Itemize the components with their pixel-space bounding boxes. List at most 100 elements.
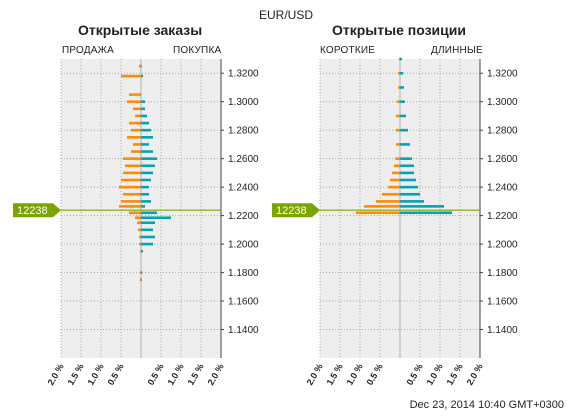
- positions-bar-left: [398, 57, 400, 61]
- orders-y-tick-label: 1.3000: [228, 97, 259, 108]
- orders-x-tick-label: 1.5 %: [186, 362, 206, 387]
- positions-y-tick-label: 1.1400: [487, 325, 518, 336]
- orders-bar-left: [127, 136, 141, 139]
- orders-bar-left: [135, 114, 141, 118]
- positions-bar-right: [400, 157, 412, 160]
- orders-y-tick-label: 1.2800: [228, 126, 259, 137]
- orders-y-tick-label: 1.1400: [228, 325, 259, 336]
- positions-long-label: ДЛИННЫЕ: [431, 45, 483, 56]
- positions-y-tick-label: 1.2800: [487, 126, 518, 137]
- positions-bar-right: [400, 171, 414, 175]
- positions-y-tick-label: 1.2000: [487, 240, 518, 251]
- orders-bar-right: [141, 107, 145, 111]
- orders-bar-right: [141, 74, 143, 78]
- orders-panel-title: Открытые заказы: [78, 22, 203, 38]
- orders-bar-left: [129, 121, 141, 125]
- positions-bar-left: [392, 171, 400, 175]
- orders-bar-left: [140, 249, 141, 253]
- orders-bar-left: [123, 171, 141, 175]
- orders-bar-right: [141, 271, 143, 274]
- orders-current-price-marker: [13, 203, 61, 218]
- positions-bar-right: [400, 185, 418, 189]
- positions-bar-left: [390, 178, 400, 182]
- orders-buy-label: ПОКУПКА: [173, 45, 222, 56]
- orders-bar-left: [133, 143, 141, 146]
- orders-bar-right: [141, 192, 149, 196]
- positions-x-tick-label: 1.0 %: [425, 362, 445, 387]
- orders-y-tick-label: 1.1600: [228, 297, 259, 308]
- timestamp: Dec 23, 2014 10:40 GMT+0300: [409, 399, 564, 411]
- orders-bar-left: [127, 100, 141, 104]
- orders-bar-right: [141, 100, 145, 104]
- positions-short-label: КОРОТКИЕ: [320, 45, 376, 56]
- orders-bar-right: [141, 164, 155, 168]
- positions-y-tick-label: 1.2200: [487, 211, 518, 222]
- positions-x-tick-label: 1.0 %: [345, 362, 365, 387]
- positions-y-tick-label: 1.1800: [487, 268, 518, 279]
- positions-bar-left: [376, 200, 400, 203]
- orders-bar-left: [139, 64, 141, 68]
- positions-bar-right: [400, 192, 420, 196]
- orders-x-tick-label: 1.5 %: [66, 362, 86, 387]
- orders-bar-left: [140, 271, 141, 274]
- orders-bar-left: [135, 216, 141, 220]
- orders-bar-left: [137, 228, 141, 232]
- positions-bar-left: [396, 128, 400, 132]
- orders-x-tick-label: 0.5 %: [106, 362, 126, 387]
- orders-y-tick-label: 1.2000: [228, 240, 259, 251]
- positions-bar-right: [400, 178, 416, 182]
- positions-bar-right: [400, 211, 452, 215]
- orders-bar-right: [141, 157, 157, 160]
- orders-bar-left: [139, 278, 141, 281]
- orders-bar-right: [141, 249, 143, 253]
- orders-bar-right: [141, 143, 149, 146]
- orders-bar-right: [141, 278, 142, 281]
- pair-title: EUR/USD: [258, 8, 313, 22]
- positions-panel-title: Открытые позиции: [332, 22, 466, 38]
- orders-x-tick-label: 1.0 %: [166, 362, 186, 387]
- positions-y-tick-label: 1.2400: [487, 183, 518, 194]
- orders-bar-left: [137, 221, 141, 225]
- positions-x-tick-label: 1.5 %: [325, 362, 345, 387]
- orders-current-price-label: 12238: [17, 205, 48, 217]
- positions-y-tick-label: 1.3000: [487, 97, 518, 108]
- positions-x-tick-label: 1.5 %: [445, 362, 465, 387]
- orders-bar-right: [141, 200, 151, 203]
- positions-bar-right: [400, 128, 408, 132]
- orders-bar-left: [123, 192, 141, 196]
- orders-y-tick-label: 1.1800: [228, 268, 259, 279]
- orders-bar-right: [141, 121, 149, 125]
- positions-bar-left: [396, 114, 400, 118]
- orders-bar-right: [141, 185, 149, 189]
- orders-bar-right: [141, 242, 153, 246]
- positions-bar-left: [395, 157, 400, 160]
- orders-y-tick-label: 1.2200: [228, 211, 259, 222]
- orders-bar-left: [133, 107, 141, 111]
- positions-bar-right: [400, 164, 414, 168]
- positions-y-tick-label: 1.2600: [487, 154, 518, 165]
- orders-plot: 1.3200 1.3000 1.2800 1.2600 1.2400 1.2200 1.20…: [13, 59, 259, 387]
- positions-bar-right: [400, 71, 404, 75]
- positions-x-tick-label: 0.5 %: [405, 362, 425, 387]
- orders-bar-right: [141, 221, 155, 225]
- orders-x-tick-label: 1.0 %: [86, 362, 106, 387]
- orders-bar-right: [141, 114, 147, 118]
- positions-current-price-label: 12238: [276, 205, 307, 217]
- orders-x-tick-label: 2.0 %: [206, 362, 226, 387]
- orders-y-tick-label: 1.2600: [228, 154, 259, 165]
- orders-bar-left: [139, 242, 141, 246]
- positions-y-tick-label: 1.3200: [487, 69, 518, 80]
- positions-bar-left: [398, 71, 400, 75]
- positions-bar-right: [400, 100, 405, 104]
- positions-bar-left: [382, 192, 400, 196]
- positions-x-tick-label: 2.0 %: [305, 362, 325, 387]
- positions-plot: 1.3200 1.3000 1.2800 1.2600 1.2400 1.2200 1.20…: [272, 57, 518, 387]
- orders-bar-right: [141, 205, 145, 208]
- orders-bar-left: [139, 235, 141, 239]
- orders-bar-right: [141, 228, 153, 232]
- orders-bar-left: [129, 211, 141, 215]
- positions-current-price-marker: [272, 203, 320, 218]
- positions-bar-left: [398, 86, 400, 89]
- positions-bar-left: [388, 185, 400, 189]
